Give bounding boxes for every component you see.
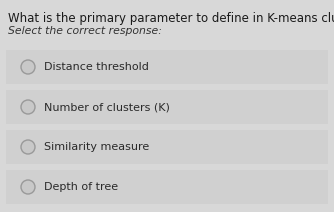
Ellipse shape (21, 140, 35, 154)
Text: Number of clusters (K): Number of clusters (K) (44, 102, 170, 112)
Text: Select the correct response:: Select the correct response: (8, 26, 162, 36)
FancyBboxPatch shape (6, 90, 328, 124)
FancyBboxPatch shape (6, 50, 328, 84)
Ellipse shape (21, 180, 35, 194)
Text: What is the primary parameter to define in K-means clustering?: What is the primary parameter to define … (8, 12, 334, 25)
Text: Similarity measure: Similarity measure (44, 142, 149, 152)
Text: Distance threshold: Distance threshold (44, 62, 149, 72)
Ellipse shape (21, 100, 35, 114)
FancyBboxPatch shape (6, 170, 328, 204)
Ellipse shape (21, 60, 35, 74)
FancyBboxPatch shape (6, 130, 328, 164)
Text: Depth of tree: Depth of tree (44, 182, 118, 192)
